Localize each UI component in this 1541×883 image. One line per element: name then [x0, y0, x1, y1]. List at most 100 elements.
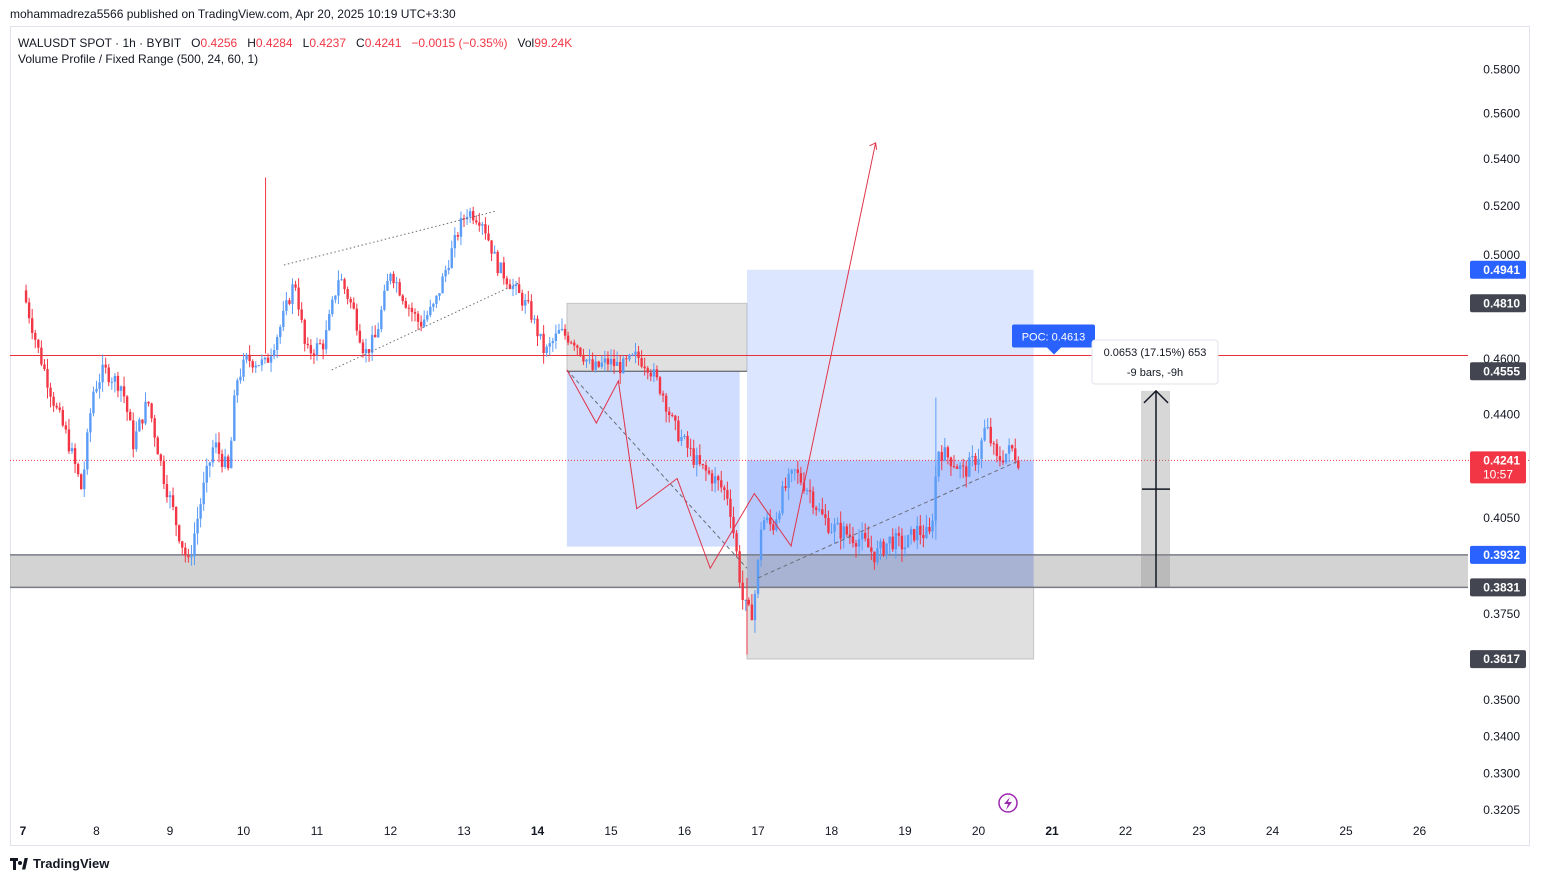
- candle-body-295: [928, 526, 931, 532]
- x-tick-7: 7: [20, 824, 27, 838]
- indicator-label[interactable]: Volume Profile / Fixed Range (500, 24, 6…: [18, 52, 259, 66]
- candle-body-139: [450, 248, 453, 268]
- dashed-down-line: [566, 369, 748, 569]
- y-tick-0.3400: 0.3400: [1483, 729, 1520, 743]
- candle-body-214: [680, 436, 683, 442]
- candle-body-250: [790, 470, 793, 474]
- candle-body-225: [713, 476, 717, 484]
- candle-body-192: [612, 358, 616, 366]
- poc-label-text: POC: 0.4613: [1022, 331, 1086, 343]
- x-tick-23: 23: [1192, 824, 1206, 838]
- candle-body-305: [958, 465, 962, 469]
- x-tick-10: 10: [237, 824, 251, 838]
- candle-body-275: [867, 538, 870, 548]
- candle-body-251: [793, 469, 796, 471]
- tradingview-brand[interactable]: TradingView: [10, 856, 109, 871]
- candle-body-128: [416, 313, 420, 322]
- symbol-label[interactable]: WALUSDT SPOT · 1h · BYBIT: [18, 36, 182, 50]
- candle-body-199: [634, 351, 637, 355]
- candle-body-255: [805, 490, 809, 492]
- poc-label-pointer: [1047, 347, 1061, 355]
- candle-body-218: [692, 448, 695, 465]
- x-tick-18: 18: [825, 824, 839, 838]
- candle-body-67: [230, 440, 233, 469]
- candle-body-58: [202, 482, 205, 505]
- candle-body-150: [484, 224, 487, 234]
- candle-body-97: [321, 343, 325, 350]
- candle-body-264: [833, 524, 836, 532]
- zigzag-projection: [566, 142, 877, 570]
- candle-body-81: [272, 349, 276, 357]
- candle-body-314: [986, 426, 989, 428]
- candle-body-301: [946, 447, 950, 458]
- candle-body-53: [187, 555, 190, 558]
- candle-body-227: [720, 480, 723, 488]
- measure-arrowhead-icon: [1143, 389, 1169, 404]
- candle-body-235: [744, 599, 747, 601]
- candle-body-48: [171, 495, 175, 508]
- candle-body-3: [34, 332, 37, 340]
- candle-body-5: [40, 347, 43, 365]
- candle-body-313: [983, 427, 986, 441]
- price-tag-0.4555: 0.4555: [1483, 364, 1520, 378]
- candle-body-265: [836, 522, 839, 525]
- candle-body-291: [916, 525, 919, 541]
- measure-info-line2: -9 bars, -9h: [1127, 367, 1183, 379]
- candle-body-131: [426, 315, 429, 320]
- candle-body-315: [989, 426, 992, 444]
- legend-row-ohlc: WALUSDT SPOT · 1h · BYBIT O0.4256 H0.428…: [18, 35, 572, 51]
- candle-body-283: [891, 536, 894, 550]
- candle-body-221: [701, 463, 705, 466]
- open-label: O: [191, 36, 201, 50]
- candle-body-71: [242, 359, 245, 377]
- candle-body-194: [618, 362, 622, 374]
- candle-body-309: [971, 455, 974, 458]
- candle-body-72: [245, 354, 248, 360]
- candle-body-153: [493, 251, 496, 254]
- price-tag-0.4810: 0.4810: [1483, 296, 1520, 310]
- price-tag-box-0.3617: [1470, 650, 1526, 669]
- candle-body-155: [499, 262, 502, 274]
- candle-body-198: [631, 354, 634, 356]
- candle-body-184: [588, 359, 591, 361]
- candle-body-138: [447, 267, 450, 271]
- candle-body-217: [689, 447, 692, 449]
- y-tick-0.3500: 0.3500: [1483, 693, 1520, 707]
- candle-body-285: [897, 533, 901, 536]
- close-label: C: [356, 36, 365, 50]
- candle-body-213: [677, 420, 680, 442]
- candle-body-74: [251, 361, 254, 368]
- candle-body-62: [214, 442, 218, 448]
- candle-body-190: [606, 358, 610, 365]
- candle-body-1: [27, 302, 31, 319]
- candle-body-41: [150, 403, 153, 419]
- candle-body-75: [254, 365, 257, 368]
- candle-body-119: [389, 273, 392, 282]
- lightning-icon: [1004, 797, 1012, 810]
- price-tag-sub-10:57: 10:57: [1483, 467, 1513, 481]
- candle-body-191: [609, 358, 613, 365]
- candle-body-203: [646, 368, 649, 373]
- candle-body-7: [46, 369, 49, 388]
- candle-body-129: [419, 321, 423, 327]
- price-tag-box-0.4241: [1470, 451, 1526, 484]
- candle-body-65: [223, 456, 227, 467]
- candle-body-215: [683, 435, 686, 437]
- candle-body-36: [135, 431, 138, 450]
- candle-body-259: [818, 509, 821, 511]
- candle-body-35: [132, 420, 135, 450]
- x-tick-20: 20: [972, 824, 986, 838]
- candle-body-10: [55, 405, 58, 408]
- candle-body-281: [885, 543, 888, 556]
- candle-body-262: [827, 517, 830, 533]
- candle-body-189: [603, 358, 607, 363]
- candle-body-316: [992, 443, 996, 445]
- candle-body-147: [475, 220, 478, 223]
- candle-body-43: [156, 437, 159, 455]
- candle-body-108: [355, 308, 359, 331]
- candle-body-122: [398, 282, 401, 296]
- candle-body-322: [1010, 445, 1014, 449]
- candle-body-243: [769, 517, 772, 525]
